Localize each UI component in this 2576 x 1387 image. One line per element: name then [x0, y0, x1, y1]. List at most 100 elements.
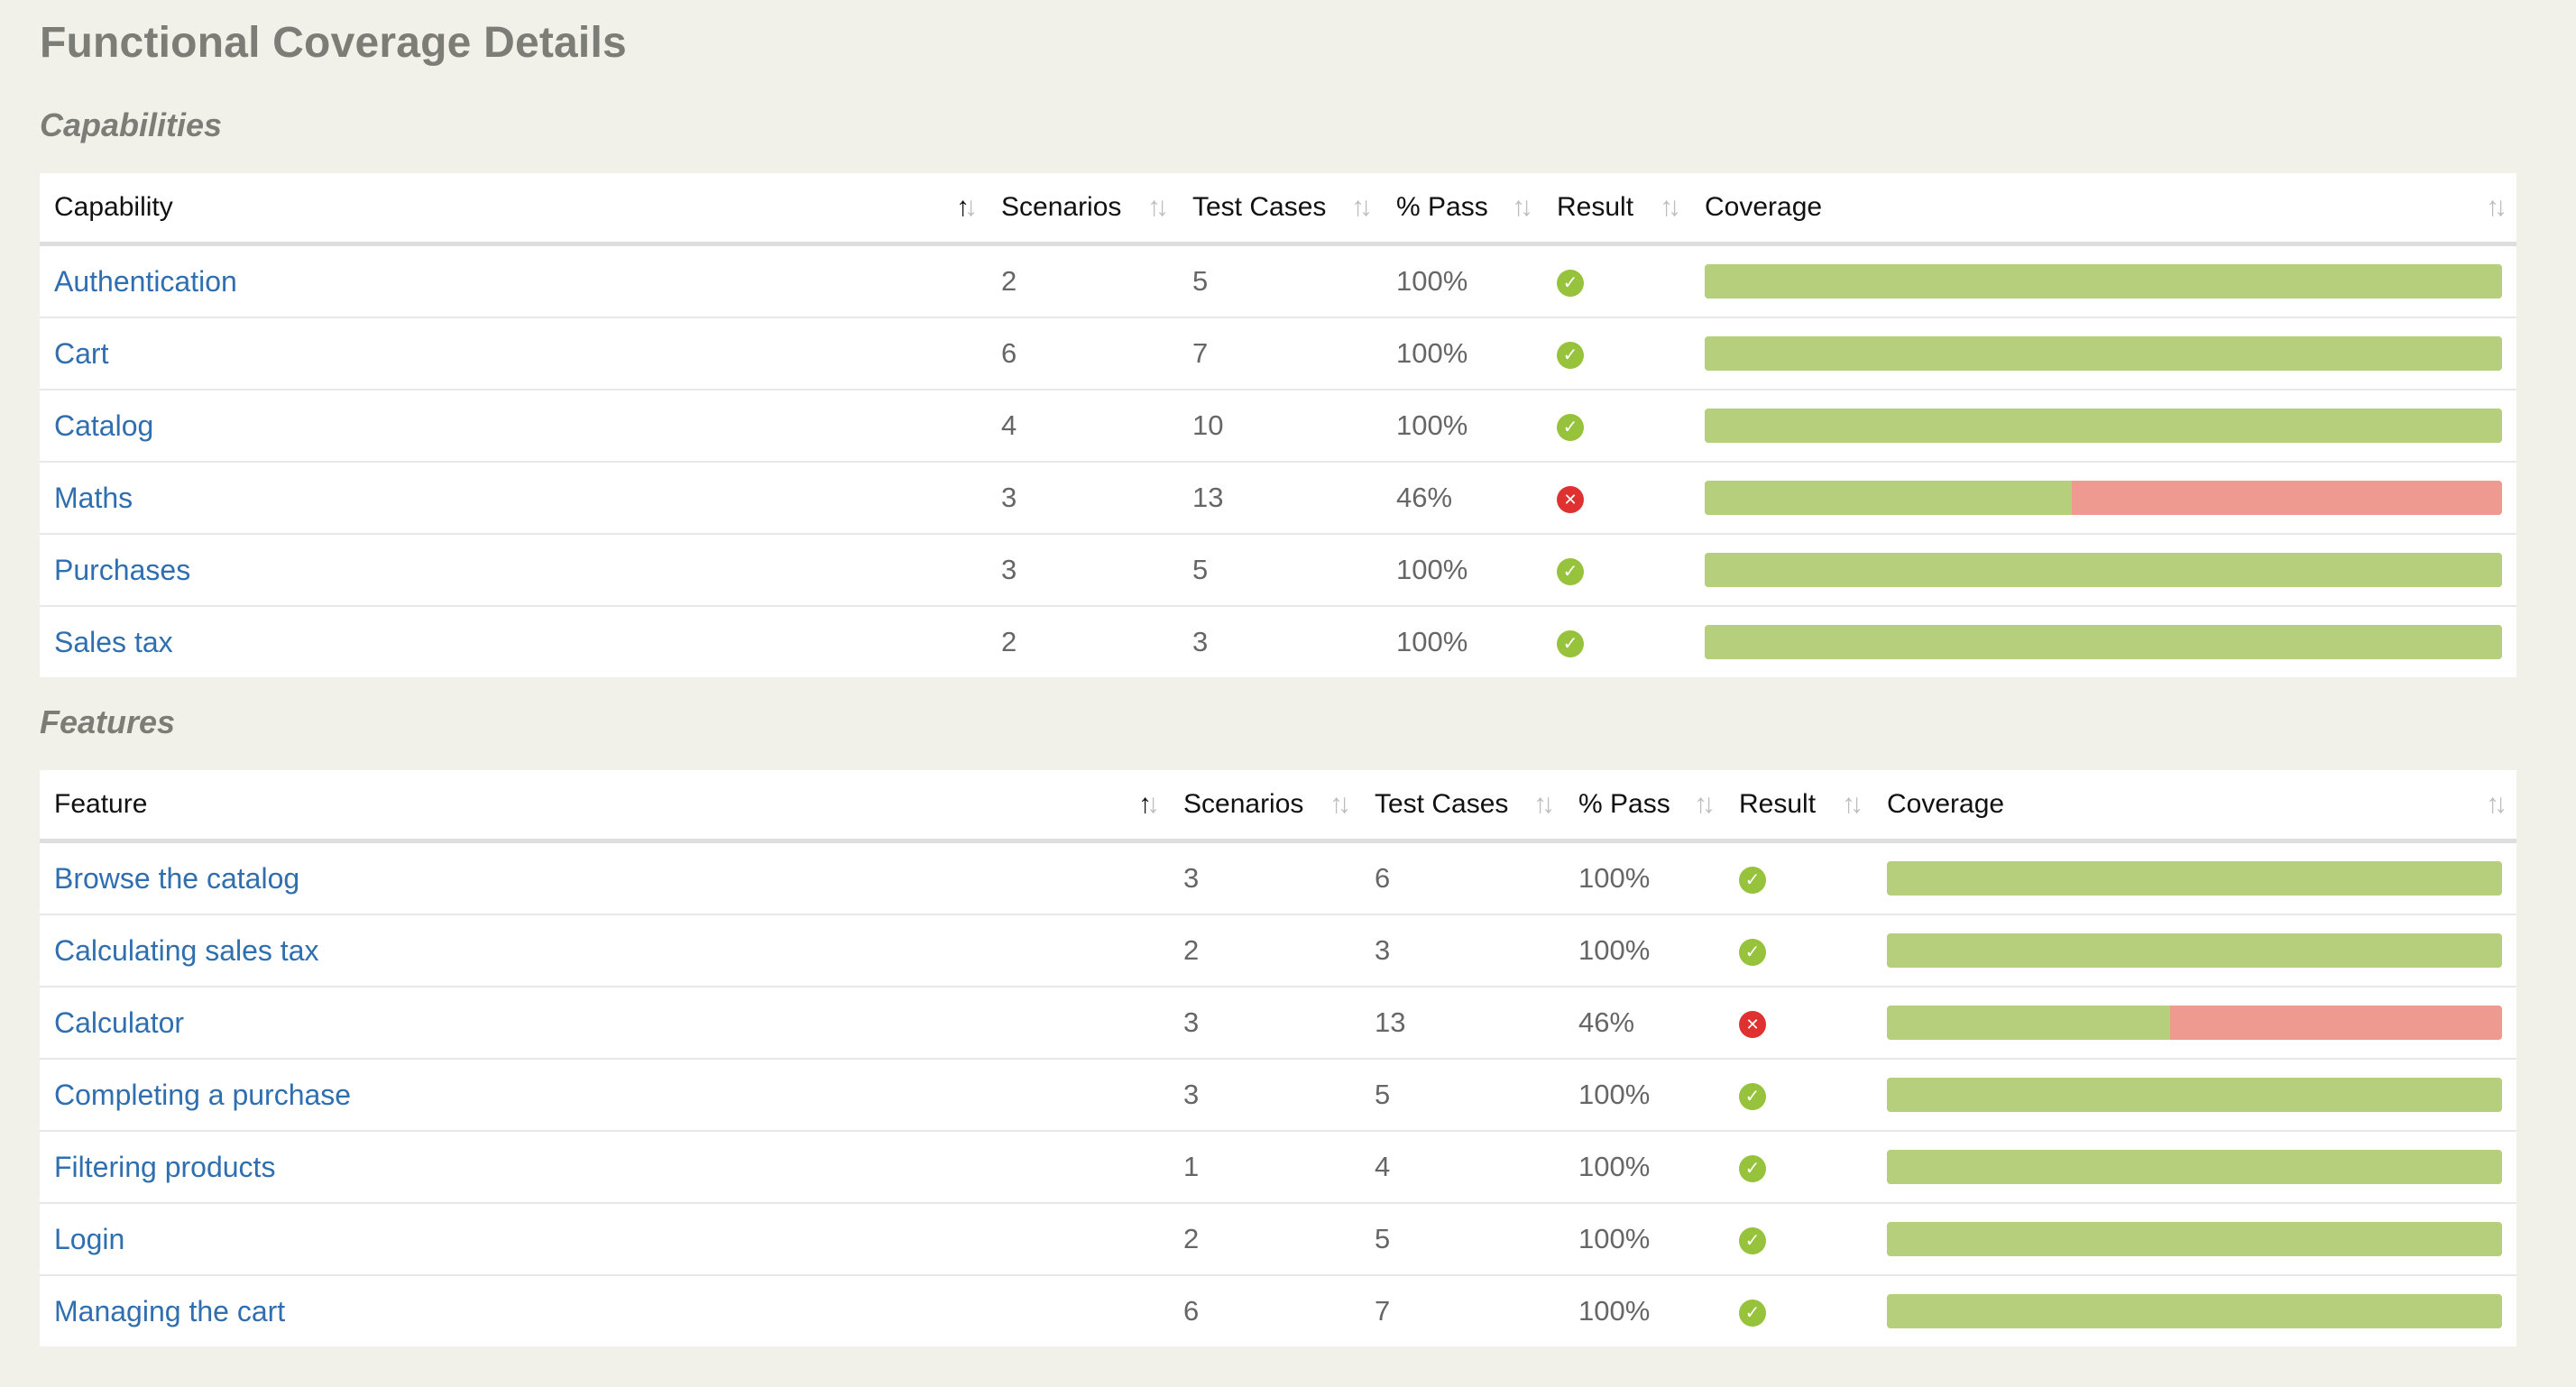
coverage-bar — [1705, 409, 2502, 443]
check-circle-icon: ✓ — [1557, 341, 1584, 369]
page-title: Functional Coverage Details — [40, 19, 627, 67]
column-header-label: % Pass — [1396, 192, 1488, 222]
table-row: Filtering products 1 4 100% ✓ — [40, 1131, 2516, 1204]
sort-icon[interactable]: ↑↓ — [2486, 789, 2507, 819]
coverage-cell — [1872, 1275, 2516, 1346]
coverage-cell — [1690, 462, 2516, 535]
sort-icon[interactable]: ↑↓ — [2486, 192, 2507, 222]
capabilities-table: Capability ↑↓ Scenarios ↑↓ Test Cases ↑↓% Pas… — [40, 173, 2516, 677]
x-circle-icon: ✕ — [1739, 1010, 1766, 1038]
column-header[interactable]: Result ↑↓ — [1725, 770, 1872, 843]
result-cell: ✓ — [1542, 243, 1690, 318]
check-circle-icon: ✓ — [1739, 1154, 1766, 1182]
item-link[interactable]: Maths — [54, 481, 133, 514]
scenarios-cell: 2 — [1169, 1203, 1360, 1276]
features-header-row: Feature ↑↓ Scenarios ↑↓ Test Cases ↑↓ % Pass ↑↓… — [40, 770, 2516, 843]
table-row: Cart 6 7 100% ✓ — [40, 317, 2516, 390]
pass-cell: 100% — [1564, 1203, 1725, 1276]
result-cell: ✓ — [1725, 1131, 1872, 1204]
column-header[interactable]: Coverage ↑↓ — [1690, 173, 2516, 246]
coverage-bar — [1887, 861, 2502, 896]
check-circle-icon: ✓ — [1557, 269, 1584, 297]
coverage-pass-fill — [1705, 625, 2502, 659]
test-cases-cell: 10 — [1178, 390, 1382, 463]
column-header[interactable]: % Pass ↑↓ — [1564, 770, 1725, 843]
result-cell: ✓ — [1725, 1059, 1872, 1132]
column-header-label: Test Cases — [1192, 192, 1327, 222]
coverage-fail-fill — [2169, 1006, 2502, 1040]
coverage-bar — [1887, 933, 2502, 968]
column-header[interactable]: Capability ↑↓ — [40, 173, 987, 246]
name-cell: Completing a purchase — [40, 1059, 1169, 1132]
pass-cell: 100% — [1382, 243, 1542, 318]
result-cell: ✓ — [1725, 840, 1872, 915]
coverage-cell — [1872, 1131, 2516, 1204]
sort-icon[interactable]: ↑↓ — [1694, 789, 1716, 819]
check-circle-icon: ✓ — [1739, 1299, 1766, 1327]
test-cases-cell: 3 — [1360, 914, 1564, 987]
coverage-pass-fill — [1705, 481, 2072, 515]
column-header[interactable]: Test Cases ↑↓ — [1178, 173, 1382, 246]
column-header[interactable]: Coverage ↑↓ — [1872, 770, 2516, 843]
coverage-bar — [1887, 1150, 2502, 1184]
name-cell: Login — [40, 1203, 1169, 1276]
column-header[interactable]: Result ↑↓ — [1542, 173, 1690, 246]
column-header[interactable]: % Pass ↑↓ — [1382, 173, 1542, 246]
sort-icon[interactable]: ↑↓ — [1329, 789, 1351, 819]
item-link[interactable]: Filtering products — [54, 1150, 276, 1183]
sort-icon[interactable]: ↑↓ — [1660, 192, 1681, 222]
scenarios-cell: 2 — [1169, 914, 1360, 987]
sort-icon[interactable]: ↑↓ — [956, 192, 978, 222]
item-link[interactable]: Cart — [54, 336, 109, 370]
capabilities-heading: Capabilities — [40, 106, 223, 143]
sort-icon[interactable]: ↑↓ — [1351, 192, 1373, 222]
table-row: Browse the catalog 3 6 100% ✓ — [40, 840, 2516, 915]
coverage-cell — [1872, 914, 2516, 987]
sort-icon[interactable]: ↑↓ — [1533, 789, 1555, 819]
coverage-cell — [1872, 840, 2516, 915]
capabilities-header-row: Capability ↑↓ Scenarios ↑↓ Test Cases ↑↓% Pas… — [40, 173, 2516, 246]
item-link[interactable]: Sales tax — [54, 625, 173, 658]
item-link[interactable]: Login — [54, 1222, 125, 1255]
coverage-pass-fill — [1887, 1222, 2502, 1256]
column-header[interactable]: Scenarios ↑↓ — [1169, 770, 1360, 843]
table-row: Maths 3 13 46% ✕ — [40, 462, 2516, 535]
test-cases-cell: 5 — [1360, 1203, 1564, 1276]
table-row: Managing the cart 6 7 100% ✓ — [40, 1275, 2516, 1346]
column-header[interactable]: Scenarios ↑↓ — [987, 173, 1178, 246]
result-cell: ✓ — [1725, 914, 1872, 987]
column-header[interactable]: Test Cases ↑↓ — [1360, 770, 1564, 843]
name-cell: Filtering products — [40, 1131, 1169, 1204]
coverage-pass-fill — [1705, 264, 2502, 299]
column-header-label: Result — [1739, 789, 1817, 819]
result-cell: ✓ — [1542, 534, 1690, 607]
column-header[interactable]: Feature ↑↓ — [40, 770, 1169, 843]
column-header-label: Feature — [54, 789, 148, 819]
sort-icon[interactable]: ↑↓ — [1147, 192, 1169, 222]
item-link[interactable]: Completing a purchase — [54, 1078, 352, 1111]
sort-icon[interactable]: ↑↓ — [1842, 789, 1863, 819]
check-circle-icon: ✓ — [1739, 866, 1766, 894]
item-link[interactable]: Browse the catalog — [54, 861, 300, 895]
item-link[interactable]: Catalog — [54, 409, 154, 442]
item-link[interactable]: Calculator — [54, 1006, 185, 1039]
table-row: Catalog 4 10 100% ✓ — [40, 390, 2516, 463]
features-table: Feature ↑↓ Scenarios ↑↓ Test Cases ↑↓ % Pass ↑↓… — [40, 770, 2516, 1346]
sort-icon[interactable]: ↑↓ — [1512, 192, 1533, 222]
sort-icon[interactable]: ↑↓ — [1138, 789, 1160, 819]
item-link[interactable]: Purchases — [54, 553, 191, 586]
item-link[interactable]: Managing the cart — [54, 1294, 286, 1327]
table-row: Purchases 3 5 100% ✓ — [40, 534, 2516, 607]
result-cell: ✓ — [1725, 1203, 1872, 1276]
item-link[interactable]: Calculating sales tax — [54, 933, 319, 967]
check-circle-icon: ✓ — [1557, 557, 1584, 585]
coverage-bar — [1705, 481, 2502, 515]
coverage-bar — [1887, 1294, 2502, 1328]
coverage-cell — [1872, 987, 2516, 1060]
result-cell: ✕ — [1542, 462, 1690, 535]
column-header-label: Result — [1557, 192, 1634, 222]
column-header-label: Coverage — [1887, 789, 2005, 819]
test-cases-cell: 5 — [1178, 243, 1382, 318]
item-link[interactable]: Authentication — [54, 264, 237, 298]
scenarios-cell: 2 — [987, 243, 1178, 318]
